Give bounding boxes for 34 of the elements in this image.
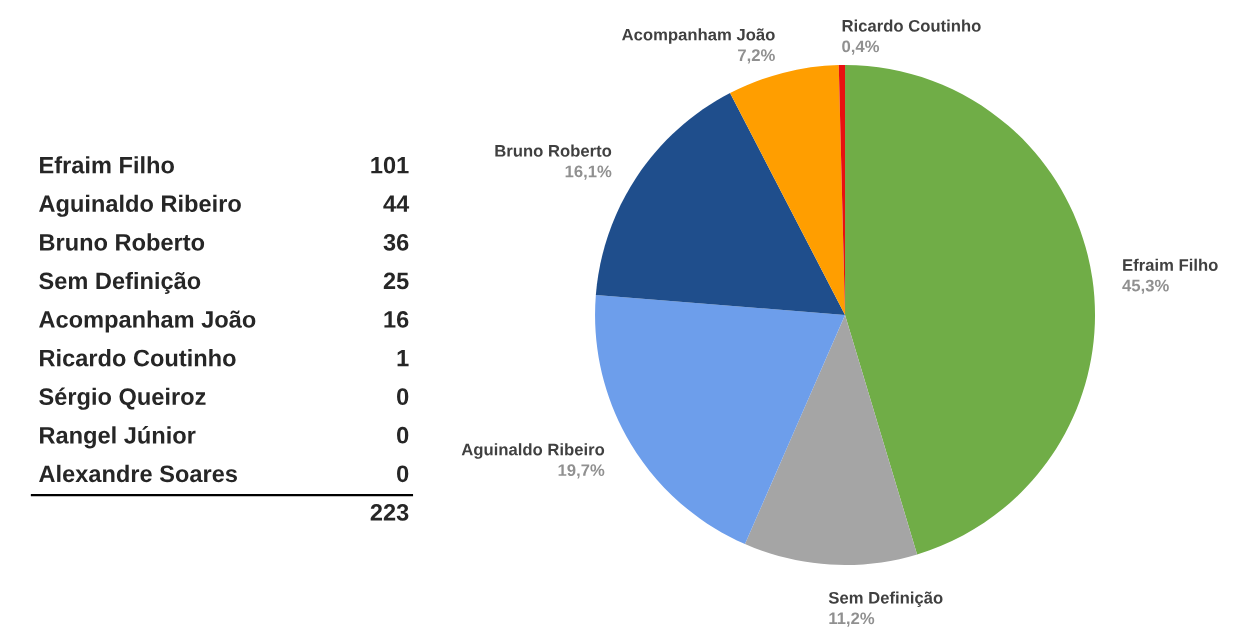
slice-label: Ricardo Coutinho xyxy=(842,19,981,32)
text: 223 xyxy=(370,504,409,521)
data-label: 36 xyxy=(383,233,409,251)
data-label: 1 xyxy=(397,349,409,367)
data-label: 0 xyxy=(397,388,409,405)
data-label: 7,2% xyxy=(738,49,775,64)
data-label: 101 xyxy=(371,156,409,174)
data-label: 0 xyxy=(397,426,409,444)
category-label: Alexandre Soares xyxy=(39,464,237,483)
category-label: Aguinaldo Ribeiro xyxy=(39,194,241,217)
slice-label: Bruno Roberto xyxy=(495,144,612,157)
data-label: 0,4% xyxy=(842,40,880,55)
pie-slice xyxy=(730,65,846,316)
slice-label: Sem Definição xyxy=(828,591,943,607)
slice-label: Acompanham João xyxy=(622,28,775,44)
data-label: 0 xyxy=(397,465,409,483)
category-label: Sem Definição xyxy=(39,271,201,294)
data-label: 19,7% xyxy=(558,464,605,479)
category-label: Bruno Roberto xyxy=(40,233,205,251)
slice-label: Efraim Filho xyxy=(1123,258,1218,271)
category-label: Rangel Júnior xyxy=(40,426,196,449)
data-label: 44 xyxy=(383,195,410,212)
pie-slice xyxy=(744,315,918,565)
data-label: 16,1% xyxy=(565,165,612,180)
category-label: Acompanham João xyxy=(39,310,256,333)
data-label: 25 xyxy=(383,272,409,290)
category-label: Sérgio Queiroz xyxy=(39,387,206,410)
data-label: 16 xyxy=(384,311,409,328)
data-label: 45,3% xyxy=(1122,279,1169,294)
slice-label: Aguinaldo Ribeiro xyxy=(461,443,605,459)
category-label: Efraim Filho xyxy=(40,156,174,174)
data-label: 11,2% xyxy=(829,612,875,627)
category-label: Ricardo Coutinho xyxy=(40,349,236,367)
pie-slice xyxy=(845,65,1095,555)
